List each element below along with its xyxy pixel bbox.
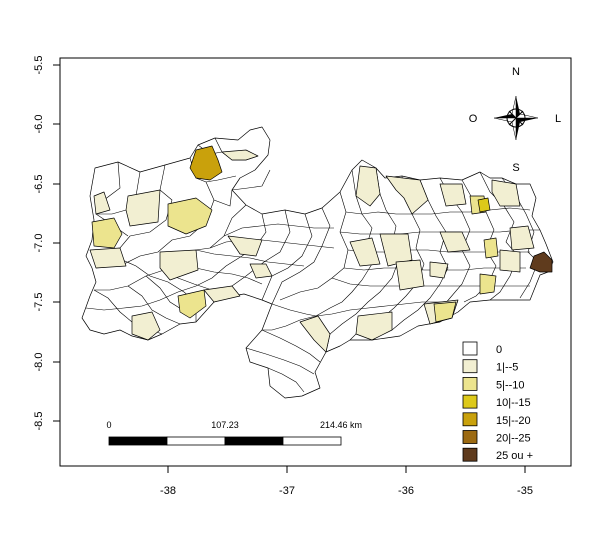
x-tick-label: -38 xyxy=(160,485,176,497)
y-tick-label: -6.5 xyxy=(33,175,45,194)
y-tick-label: -8.0 xyxy=(33,353,45,372)
state-outline xyxy=(81,126,554,399)
x-axis: -38 -37 -36 -35 xyxy=(160,466,533,497)
legend-label: 25 ou + xyxy=(496,450,533,462)
class-1-5 xyxy=(89,149,535,353)
scale-label-mid: 107.23 xyxy=(211,420,239,430)
class-15-20 xyxy=(189,145,223,181)
compass-east-label: L xyxy=(555,113,561,125)
y-tick-label: -7.5 xyxy=(33,293,45,312)
legend-swatch xyxy=(462,447,478,462)
compass-rose: N S L O xyxy=(469,66,561,174)
scale-label-0: 0 xyxy=(106,420,111,430)
compass-west-label: O xyxy=(469,113,478,125)
legend-label: 20|--25 xyxy=(496,433,531,445)
legend-label: 5|--10 xyxy=(496,379,525,391)
compass-north-label: N xyxy=(512,66,520,78)
y-tick-label: -8.5 xyxy=(33,412,45,431)
scale-bar: 0 107.23 214.46 km xyxy=(106,420,362,446)
plot-frame xyxy=(59,57,572,467)
compass-south-label: S xyxy=(512,162,519,174)
y-tick-label: -5.5 xyxy=(33,56,45,75)
legend-swatch xyxy=(462,359,478,374)
y-tick-label: -6.0 xyxy=(33,115,45,134)
legend-swatch xyxy=(462,376,478,391)
legend-label: 0 xyxy=(496,344,502,356)
y-tick-label: -7.0 xyxy=(33,234,45,253)
class-5-10 xyxy=(91,195,499,323)
legend-swatch xyxy=(462,430,478,444)
legend: 0 1|--5 5|--10 10|--15 15|--20 20|--25 25 ou + xyxy=(462,341,533,462)
scale-label-end: 214.46 km xyxy=(320,420,362,430)
x-tick-label: -36 xyxy=(398,485,414,497)
x-tick-label: -35 xyxy=(517,485,533,497)
legend-label: 10|--15 xyxy=(496,397,531,409)
legend-swatch xyxy=(462,412,478,427)
class-25-plus xyxy=(529,251,553,273)
x-tick-label: -37 xyxy=(279,485,295,497)
class-10-15 xyxy=(477,197,491,213)
legend-swatch xyxy=(462,394,478,409)
legend-swatch xyxy=(462,341,478,356)
state-map xyxy=(81,126,554,399)
legend-label: 1|--5 xyxy=(496,362,518,374)
legend-label: 15|--20 xyxy=(496,415,531,427)
y-axis: -5.5 -6.0 -6.5 -7.0 -7.5 -8.0 -8.5 xyxy=(33,56,60,431)
